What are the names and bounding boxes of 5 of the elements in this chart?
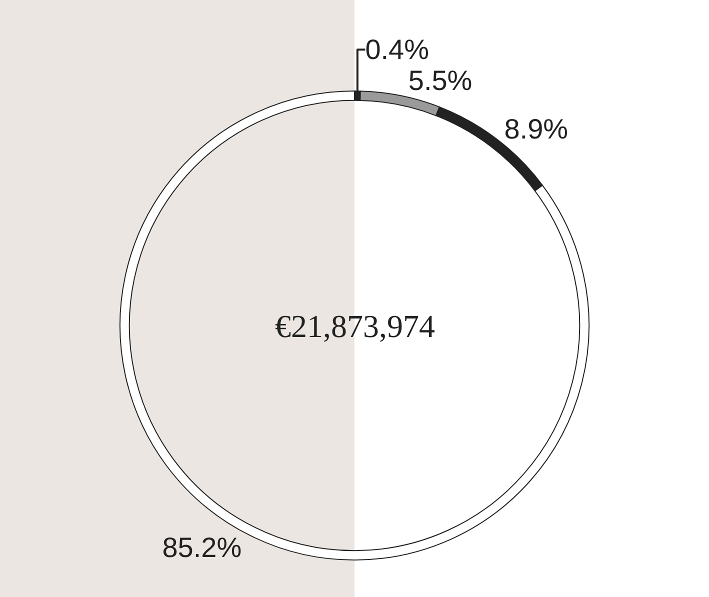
data-label: 8.9% <box>504 114 568 145</box>
data-label: 85.2% <box>162 532 242 563</box>
data-label: 5.5% <box>408 65 472 96</box>
text: €21,873,974 <box>275 308 435 344</box>
data-label: 0.4% <box>365 34 430 66</box>
